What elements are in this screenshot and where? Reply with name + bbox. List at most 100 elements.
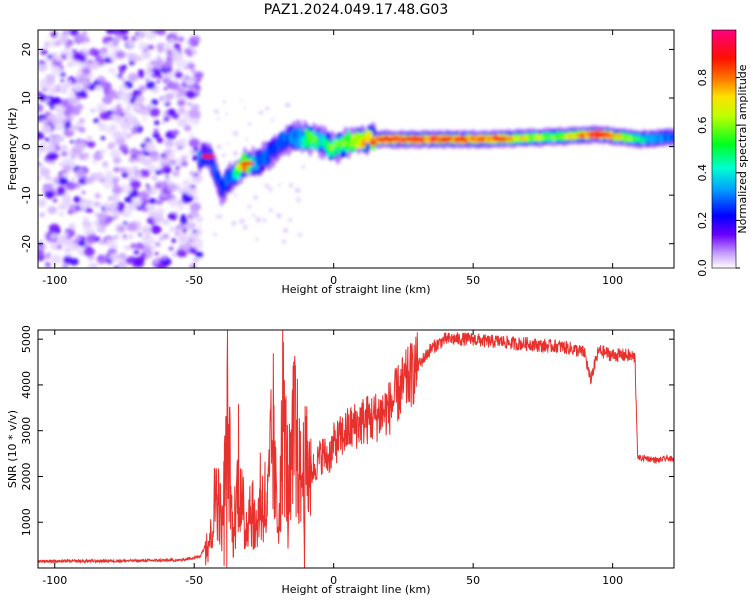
noise-blob — [142, 50, 151, 58]
noise-blob — [97, 102, 105, 109]
noise-blob — [125, 204, 135, 213]
snr-xtick-label: -50 — [185, 574, 203, 587]
noise-blob — [142, 117, 148, 122]
noise-blob — [66, 158, 75, 166]
noise-blob — [174, 148, 178, 152]
noise-blob — [177, 36, 185, 42]
noise-blob — [72, 52, 83, 61]
noise-blob — [94, 236, 101, 242]
noise-blob — [190, 68, 197, 74]
noise-blob — [181, 77, 187, 81]
noise-blob — [54, 40, 61, 47]
noise-blob — [154, 251, 159, 256]
noise-blob — [227, 142, 230, 145]
noise-blob — [38, 176, 42, 181]
noise-blob — [49, 232, 58, 240]
noise-blob — [125, 41, 129, 45]
noise-blob — [61, 89, 66, 94]
noise-blob — [100, 136, 106, 141]
ridge-blob — [234, 168, 240, 176]
noise-blob — [194, 71, 204, 79]
noise-blob — [121, 131, 127, 137]
noise-blob — [247, 204, 252, 209]
noise-blob — [102, 161, 108, 166]
noise-blob — [167, 153, 176, 160]
noise-blob — [99, 111, 111, 121]
noise-blob — [115, 214, 119, 219]
noise-blob — [113, 234, 120, 240]
noise-blob — [182, 156, 186, 160]
noise-blob — [264, 183, 270, 189]
noise-blob — [179, 218, 188, 225]
spectrogram-ytick-label: 0 — [20, 143, 33, 150]
noise-blob — [125, 256, 135, 265]
noise-blob — [145, 81, 156, 90]
noise-blob — [63, 247, 72, 254]
noise-blob — [165, 175, 170, 179]
noise-blob — [136, 95, 145, 102]
noise-blob — [116, 73, 123, 79]
noise-blob — [248, 122, 252, 126]
noise-blob — [149, 188, 155, 193]
noise-blob — [63, 231, 69, 236]
noise-blob — [269, 208, 273, 213]
colorbar-tick-label: 0.4 — [696, 164, 709, 182]
noise-blob — [67, 209, 74, 215]
noise-blob — [76, 95, 82, 100]
noise-blob — [133, 159, 138, 163]
noise-blob — [133, 104, 142, 112]
noise-blob — [262, 218, 267, 223]
noise-blob — [148, 197, 157, 205]
noise-blob — [255, 237, 259, 241]
noise-blob — [188, 138, 200, 148]
ridge-peak — [494, 137, 509, 142]
noise-blob — [127, 234, 134, 240]
noise-blob — [167, 183, 177, 192]
noise-blob — [147, 44, 155, 50]
noise-blob — [182, 228, 188, 233]
noise-blob — [165, 178, 171, 183]
noise-blob — [152, 214, 164, 224]
noise-blob — [163, 64, 169, 70]
noise-blob — [265, 106, 270, 111]
noise-blob — [60, 144, 68, 151]
noise-blob — [158, 49, 162, 53]
noise-blob — [156, 30, 166, 36]
noise-blob — [192, 229, 198, 234]
noise-blob — [103, 57, 112, 64]
noise-blob — [105, 130, 111, 135]
noise-blob — [63, 256, 74, 265]
noise-blob — [77, 240, 86, 247]
noise-blob — [234, 194, 237, 197]
noise-blob — [198, 224, 201, 228]
noise-blob — [79, 167, 83, 171]
noise-blob — [165, 220, 171, 226]
noise-blob — [84, 153, 89, 157]
noise-blob — [145, 30, 157, 41]
noise-blob — [163, 116, 170, 122]
noise-blob — [89, 61, 100, 70]
noise-blob — [65, 55, 72, 61]
noise-blob — [121, 185, 132, 194]
noise-blob — [108, 141, 117, 149]
noise-blob — [240, 99, 243, 102]
noise-blob — [98, 123, 108, 132]
noise-blob — [285, 102, 291, 108]
noise-blob — [55, 55, 63, 62]
noise-blob — [182, 179, 192, 188]
spectrogram-x-label: Height of straight line (km) — [281, 283, 430, 296]
ridge-blob — [297, 126, 303, 140]
noise-blob — [216, 144, 222, 149]
noise-blob — [144, 236, 156, 245]
noise-blob — [161, 120, 166, 125]
noise-blob — [38, 200, 42, 206]
noise-blob — [86, 141, 96, 148]
noise-blob — [171, 160, 176, 164]
noise-blob — [70, 229, 75, 233]
noise-blob — [174, 71, 183, 79]
noise-blob — [165, 56, 174, 63]
snr-xtick-label: -100 — [42, 574, 67, 587]
noise-blob — [76, 69, 83, 76]
snr-xtick-label: 100 — [602, 574, 623, 587]
noise-blob — [46, 144, 56, 152]
